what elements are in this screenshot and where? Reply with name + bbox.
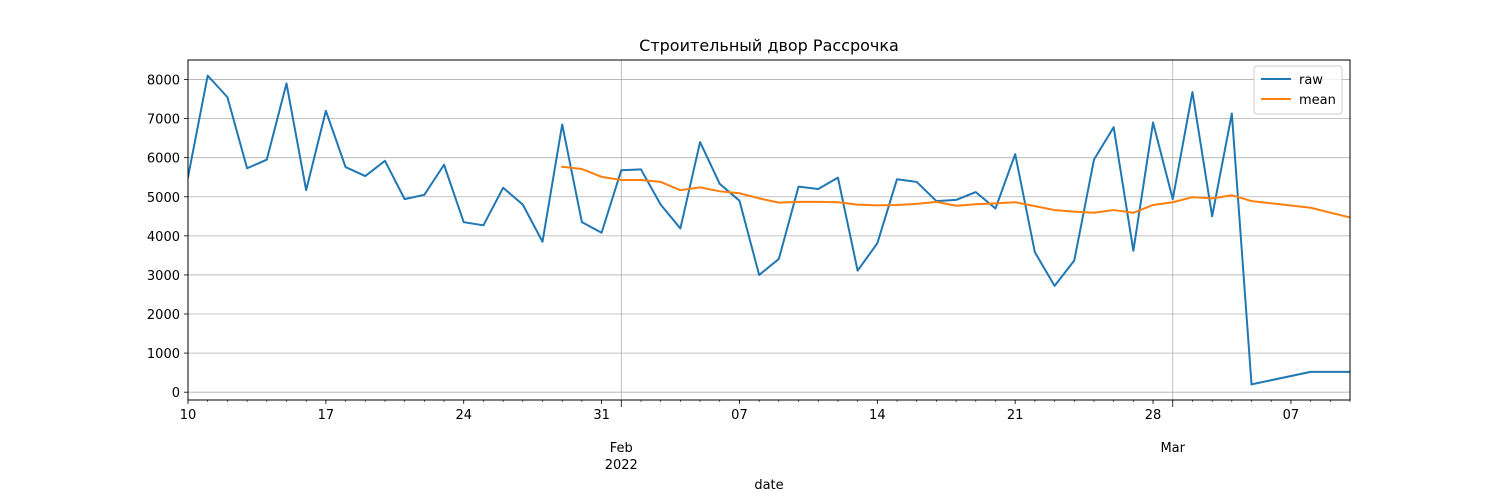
x-tick-label: 31 xyxy=(593,408,610,423)
plot-area-frame xyxy=(187,59,1351,401)
chart-title: Строительный двор Рассрочка xyxy=(639,36,899,55)
y-tick-label: 7000 xyxy=(147,113,180,128)
x-tick-label: 10 xyxy=(180,408,197,423)
y-tick-label: 2000 xyxy=(147,308,180,323)
series-lines xyxy=(188,74,1350,386)
x-tick-label: 07 xyxy=(1283,408,1300,423)
y-tick-label: 4000 xyxy=(147,230,180,245)
series-line-raw xyxy=(188,74,1350,386)
x-tick-label: 17 xyxy=(318,408,335,423)
legend-label-mean: mean xyxy=(1299,93,1336,108)
y-tick-label: 8000 xyxy=(147,74,180,89)
x-major-tick-label: Feb xyxy=(610,441,633,456)
x-tick-label: 07 xyxy=(731,408,748,423)
x-axis-ticks: 10 17 24 31 07 14 21 28 07 Feb 2022 Mar xyxy=(180,400,1351,473)
y-axis-ticks: 0 1000 2000 3000 4000 5000 6000 7000 8000 xyxy=(147,74,188,401)
x-major-tick-year: 2022 xyxy=(605,458,638,473)
x-tick-label: 14 xyxy=(869,408,886,423)
x-tick-label: 24 xyxy=(455,408,472,423)
x-major-tick-label: Mar xyxy=(1160,441,1185,456)
legend-label-raw: raw xyxy=(1299,73,1323,88)
legend: raw mean xyxy=(1253,65,1343,115)
series-line-mean xyxy=(561,165,1350,219)
y-tick-label: 6000 xyxy=(147,152,180,167)
grid-lines xyxy=(188,60,1350,400)
y-tick-label: 1000 xyxy=(147,347,180,362)
x-axis-label: date xyxy=(754,478,783,493)
x-tick-label: 28 xyxy=(1145,408,1162,423)
y-tick-label: 5000 xyxy=(147,191,180,206)
x-tick-label: 21 xyxy=(1007,408,1024,423)
y-tick-label: 3000 xyxy=(147,269,180,284)
y-tick-label: 0 xyxy=(172,386,180,401)
